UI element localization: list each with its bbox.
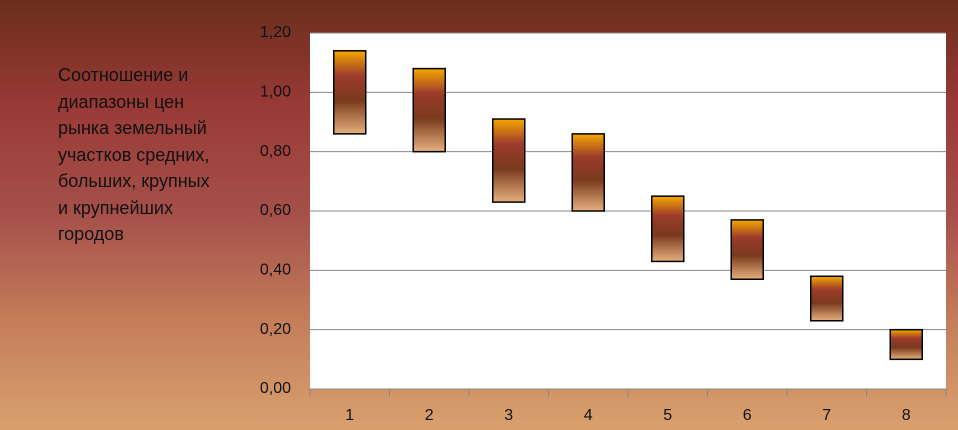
x-tick-label: 8 xyxy=(902,407,911,424)
y-tick-label: 1,00 xyxy=(260,84,291,101)
range-bar xyxy=(651,195,685,263)
range-bar xyxy=(810,275,844,322)
y-tick-label: 0,60 xyxy=(260,202,291,219)
range-bar xyxy=(492,118,526,203)
x-tick-label: 2 xyxy=(425,407,434,424)
y-tick-label: 0,00 xyxy=(260,380,291,397)
x-tick-label: 5 xyxy=(663,407,672,424)
x-tick-label: 1 xyxy=(345,407,354,424)
y-tick-label: 0,40 xyxy=(260,262,291,279)
x-tick-label: 3 xyxy=(504,407,513,424)
x-tick-label: 4 xyxy=(584,407,593,424)
chart-title: Соотношение и диапазоны цен рынка земель… xyxy=(58,65,210,244)
range-bar xyxy=(730,219,764,280)
y-tick-label: 0,80 xyxy=(260,143,291,160)
x-tick-label: 6 xyxy=(743,407,752,424)
range-bar xyxy=(333,50,367,135)
y-tick-label: 1,20 xyxy=(260,24,291,41)
range-bar xyxy=(889,328,923,361)
y-tick-label: 0,20 xyxy=(260,321,291,338)
range-bar xyxy=(571,133,605,212)
range-bar xyxy=(412,67,446,153)
x-tick-label: 7 xyxy=(822,407,831,424)
